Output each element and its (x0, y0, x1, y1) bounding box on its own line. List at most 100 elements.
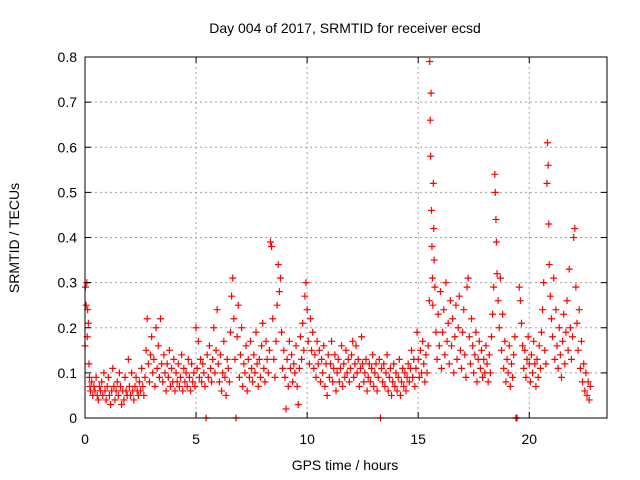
data-point (260, 364, 268, 372)
data-point (160, 351, 168, 359)
data-point (224, 364, 232, 372)
y-tick-label: 0.8 (58, 49, 78, 65)
data-point (428, 274, 436, 282)
data-point (179, 387, 187, 395)
data-point (543, 179, 551, 187)
data-point (391, 382, 399, 390)
data-point (489, 310, 497, 318)
data-point (233, 333, 241, 341)
data-point (350, 373, 358, 381)
data-point (226, 328, 234, 336)
data-point (181, 378, 189, 386)
data-point (434, 310, 442, 318)
data-point (231, 355, 239, 363)
data-point (409, 373, 417, 381)
data-point (419, 337, 427, 345)
data-point (381, 382, 389, 390)
data-point (553, 342, 561, 350)
data-point (222, 391, 230, 399)
data-point (279, 364, 287, 372)
data-point (145, 378, 153, 386)
data-point (511, 333, 519, 341)
y-tick-label: 0.1 (58, 365, 78, 381)
data-point (411, 382, 419, 390)
data-point (455, 292, 463, 300)
data-point (320, 342, 328, 350)
data-point (175, 382, 183, 390)
data-point (171, 387, 179, 395)
data-point (303, 306, 311, 314)
data-point (190, 369, 198, 377)
data-point (583, 391, 591, 399)
data-point (536, 364, 544, 372)
data-point (299, 319, 307, 327)
data-point (316, 378, 324, 386)
data-point (282, 405, 290, 413)
data-point (361, 369, 369, 377)
data-point (445, 360, 453, 368)
data-point (300, 346, 308, 354)
data-point (213, 306, 221, 314)
data-point (556, 351, 564, 359)
data-point (351, 360, 359, 368)
data-point (491, 188, 499, 196)
data-point (492, 238, 500, 246)
data-point (543, 139, 551, 147)
data-point (164, 373, 172, 381)
data-point (293, 382, 301, 390)
data-point (167, 382, 175, 390)
data-point (392, 369, 400, 377)
x-tick-label: 20 (521, 431, 537, 447)
data-point (270, 355, 278, 363)
data-point (405, 378, 413, 386)
data-point (127, 391, 135, 399)
data-point (138, 364, 146, 372)
data-point (506, 382, 514, 390)
data-point (360, 378, 368, 386)
data-point (152, 324, 160, 332)
data-point (413, 328, 421, 336)
data-point (373, 387, 381, 395)
data-point (205, 342, 213, 350)
data-point (248, 364, 256, 372)
data-point (504, 369, 512, 377)
data-point (435, 342, 443, 350)
data-point (466, 360, 474, 368)
data-point (214, 360, 222, 368)
data-point (284, 382, 292, 390)
data-point (201, 382, 209, 390)
data-point (402, 387, 410, 395)
data-point (105, 391, 113, 399)
data-point (362, 355, 370, 363)
data-point (420, 360, 428, 368)
data-point (469, 342, 477, 350)
data-point (374, 373, 382, 381)
data-point (532, 382, 540, 390)
data-point (503, 355, 511, 363)
data-point (333, 369, 341, 377)
data-point (388, 391, 396, 399)
data-point (574, 346, 582, 354)
data-point (495, 324, 503, 332)
data-point (285, 337, 293, 345)
data-point (570, 234, 578, 241)
data-point (586, 382, 594, 390)
x-tick-label: 10 (299, 431, 315, 447)
y-axis-ticks: 0 0.1 0.2 0.3 0.4 0.5 0.6 0.7 0.8 (58, 49, 607, 426)
data-point (275, 288, 283, 296)
data-point (194, 337, 202, 345)
y-tick-label: 0.4 (58, 230, 78, 246)
data-point (480, 355, 488, 363)
data-point (462, 373, 470, 381)
x-tick-label: 5 (192, 431, 200, 447)
data-point (218, 387, 226, 395)
data-point (216, 351, 224, 359)
data-point (143, 315, 151, 323)
data-point (533, 355, 541, 363)
data-point (482, 342, 490, 350)
data-point (545, 220, 553, 228)
data-point (564, 346, 572, 354)
data-point (328, 337, 336, 345)
data-point (471, 351, 479, 359)
data-point (370, 382, 378, 390)
